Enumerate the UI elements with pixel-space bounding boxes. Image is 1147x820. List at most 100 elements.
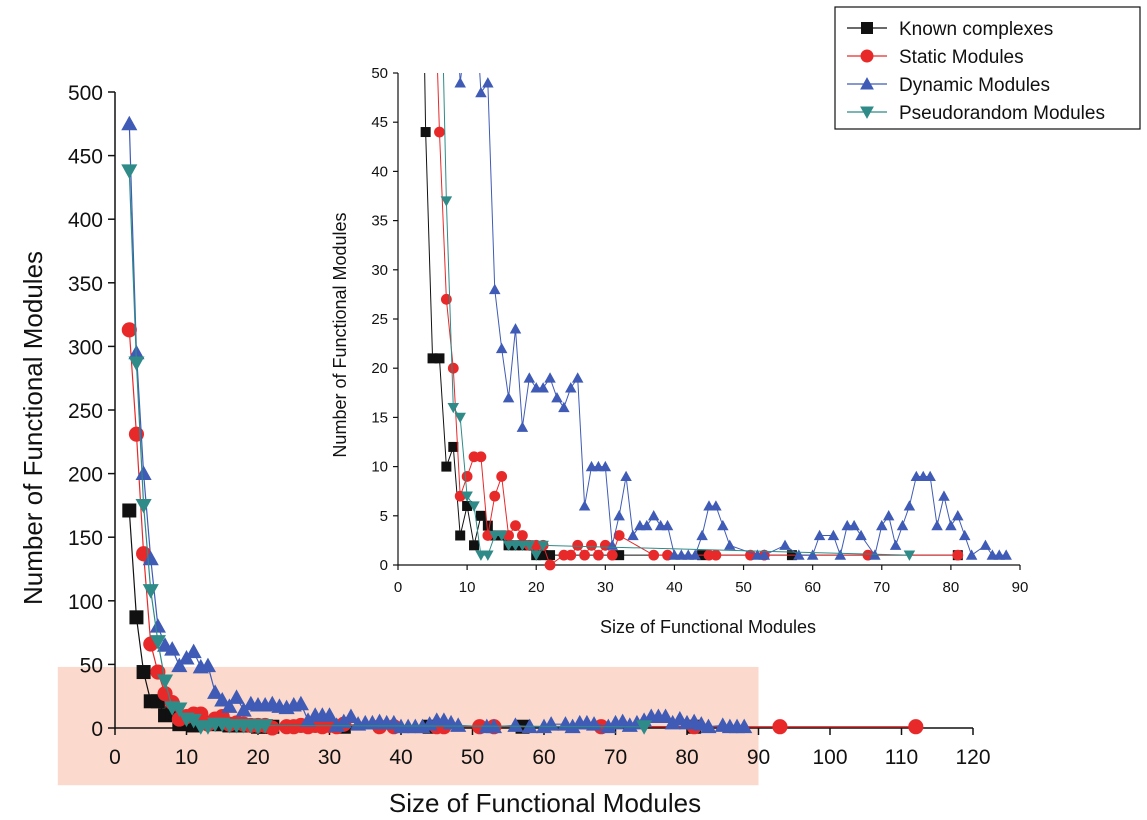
main-data-point	[335, 713, 352, 729]
inset-data-point	[482, 550, 494, 561]
inset-data-point	[517, 530, 528, 541]
main-data-point	[164, 641, 181, 656]
main-data-point	[700, 718, 717, 734]
main-data-point	[142, 584, 159, 599]
inset-data-point	[489, 490, 501, 502]
inset-data-point	[593, 549, 604, 561]
inset-x-ticks: 0 10 20 30 40 50 60 70 80 90	[394, 565, 1029, 596]
inset-data-point	[903, 550, 916, 561]
inset-data-point	[427, 353, 438, 364]
main-data-point	[772, 719, 788, 735]
inset-y-ticks: 0 5 10 15 20 25 30 35 40 45 50	[371, 65, 398, 574]
main-x-axis-label: Size of Functional Modules	[389, 788, 701, 818]
main-y-tick-label: 300	[68, 336, 103, 359]
main-data-point	[214, 691, 231, 707]
main-series-dynamic-modules	[121, 115, 753, 734]
inset-data-point	[958, 529, 971, 541]
inset-y-tick-label: 25	[371, 311, 388, 328]
inset-data-point	[613, 530, 625, 541]
inset-chart: 0 10 20 30 40 50 60 70 80 90 0 5 10 15 20 25 30 35 40 45 50…	[330, 65, 1029, 637]
main-y-tick-label: 100	[68, 591, 103, 614]
inset-data-point	[462, 500, 473, 511]
legend: Known complexes Static Modules Dynamic Mod…	[834, 6, 1141, 130]
main-data-point	[135, 498, 152, 514]
main-data-point	[636, 720, 653, 735]
main-data-point	[736, 718, 753, 734]
inset-data-point	[565, 549, 577, 561]
inset-x-tick-label: 10	[459, 579, 476, 596]
inset-data-point	[614, 550, 625, 561]
main-data-point	[149, 635, 166, 650]
inset-data-point	[586, 539, 597, 551]
inset-data-point	[723, 539, 736, 550]
inset-data-point	[965, 549, 978, 560]
inset-data-point	[496, 471, 508, 482]
main-data-point	[507, 717, 524, 732]
inset-data-point	[502, 391, 515, 403]
inset-data-point	[938, 490, 950, 501]
inset-data-point	[530, 550, 542, 561]
inset-data-point	[448, 441, 459, 452]
main-y-tick-label: 50	[80, 654, 103, 677]
main-data-point	[328, 717, 345, 732]
inset-data-point	[469, 540, 480, 551]
inset-data-point	[420, 127, 431, 138]
inset-data-point	[544, 372, 556, 383]
inset-data-point	[924, 470, 936, 482]
main-data-point	[129, 610, 144, 625]
legend-marker	[860, 49, 874, 63]
main-data-point	[121, 115, 138, 131]
inset-y-tick-label: 5	[380, 508, 388, 525]
inset-data-point	[834, 549, 847, 560]
inset-data-point	[475, 451, 487, 463]
inset-data-point	[848, 519, 860, 531]
inset-data-point	[627, 529, 639, 541]
inset-data-point	[896, 519, 909, 531]
main-data-point	[342, 708, 359, 723]
inset-data-point	[758, 549, 771, 560]
main-data-point	[135, 465, 152, 481]
inset-data-point	[599, 460, 612, 472]
main-data-point	[121, 322, 137, 338]
main-x-tick-label: 110	[885, 746, 918, 769]
inset-x-tick-label: 60	[804, 579, 821, 596]
inset-data-point	[551, 391, 563, 403]
main-data-point	[171, 657, 188, 673]
inset-data-point	[882, 510, 895, 521]
main-y-tick-label: 250	[68, 400, 103, 423]
inset-data-point	[945, 519, 957, 531]
inset-data-point	[482, 77, 494, 88]
inset-data-point	[538, 550, 549, 561]
main-x-tick-label: 90	[747, 746, 770, 769]
main-y-tick-label: 400	[68, 209, 103, 232]
main-series-group	[121, 115, 924, 736]
inset-data-point	[454, 412, 466, 424]
main-data-point	[136, 665, 151, 680]
inset-data-point	[931, 519, 943, 531]
inset-data-point	[613, 510, 625, 521]
inset-y-tick-label: 0	[380, 557, 388, 574]
inset-y-tick-label: 30	[371, 262, 388, 279]
inset-y-tick-label: 35	[371, 213, 388, 230]
inset-data-point	[545, 550, 556, 561]
inset-y-axis-label: Number of Functional Modules	[330, 212, 350, 457]
main-data-point	[142, 550, 159, 566]
inset-data-point	[537, 540, 549, 552]
inset-data-point	[489, 283, 501, 295]
main-x-tick-label: 70	[604, 746, 627, 769]
inset-data-point	[889, 539, 902, 550]
inset-data-point	[509, 323, 522, 334]
inset-data-point	[903, 500, 916, 511]
inset-data-point	[578, 500, 591, 511]
inset-x-tick-label: 90	[1012, 579, 1029, 596]
main-x-tick-label: 10	[175, 746, 198, 769]
main-data-point	[421, 716, 438, 731]
inset-data-point	[434, 353, 445, 364]
main-x-tick-label: 40	[389, 746, 412, 769]
inset-data-point	[571, 372, 584, 383]
inset-data-point	[455, 530, 466, 541]
inset-data-point	[710, 549, 722, 561]
main-data-point	[600, 718, 617, 734]
inset-data-point	[696, 529, 708, 541]
